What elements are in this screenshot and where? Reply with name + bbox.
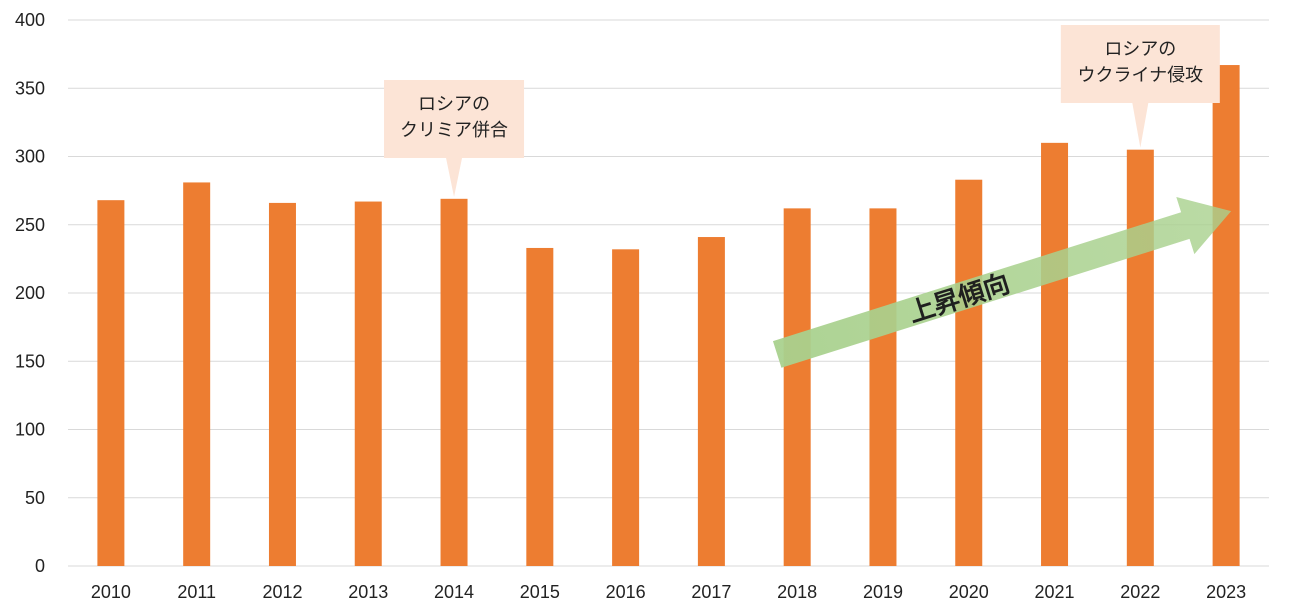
y-tick-label: 250 bbox=[15, 215, 45, 235]
bar bbox=[612, 249, 640, 566]
arrow-body bbox=[772, 196, 1232, 368]
callout-box bbox=[1060, 25, 1220, 148]
x-tick-label: 2015 bbox=[520, 582, 560, 602]
x-tick-label: 2014 bbox=[434, 582, 474, 602]
x-tick-label: 2012 bbox=[262, 582, 302, 602]
y-tick-label: 350 bbox=[15, 78, 45, 98]
bar bbox=[1041, 142, 1069, 566]
y-tick-label: 100 bbox=[15, 420, 45, 440]
callout-text: ロシアの bbox=[1104, 39, 1176, 60]
x-tick-label: 2019 bbox=[863, 582, 903, 602]
bar bbox=[869, 208, 897, 566]
bar bbox=[697, 237, 725, 566]
y-tick-label: 50 bbox=[25, 488, 45, 508]
bars bbox=[97, 65, 1240, 567]
x-tick-label: 2013 bbox=[348, 582, 388, 602]
x-tick-label: 2010 bbox=[91, 582, 131, 602]
x-tick-label: 2022 bbox=[1120, 582, 1160, 602]
x-tick-label: 2020 bbox=[949, 582, 989, 602]
callout-text: クリミア併合 bbox=[400, 120, 508, 141]
x-axis-ticks: 2010 2011 2012 2013 2014 2015 2016 2017 2018 2019… bbox=[91, 582, 1246, 602]
bar bbox=[783, 208, 811, 566]
y-tick-label: 200 bbox=[15, 283, 45, 303]
x-tick-label: 2023 bbox=[1206, 582, 1246, 602]
x-tick-label: 2016 bbox=[606, 582, 646, 602]
bar bbox=[1212, 65, 1240, 567]
x-tick-label: 2017 bbox=[691, 582, 731, 602]
y-tick-label: 150 bbox=[15, 351, 45, 371]
y-axis-ticks: 0 50 100 150 200 250 300 350 400 bbox=[15, 10, 45, 576]
bar bbox=[440, 198, 468, 566]
callout-text: ウクライナ侵攻 bbox=[1078, 65, 1204, 86]
y-tick-label: 0 bbox=[35, 556, 45, 576]
x-tick-label: 2021 bbox=[1035, 582, 1075, 602]
trend-arrow: 上昇傾向 bbox=[772, 196, 1232, 368]
y-tick-label: 300 bbox=[15, 147, 45, 167]
gridlines bbox=[68, 19, 1269, 567]
bar bbox=[354, 201, 382, 567]
bar bbox=[97, 200, 125, 566]
trend-arrow-shape: 上昇傾向 bbox=[772, 196, 1232, 368]
x-tick-label: 2018 bbox=[777, 582, 817, 602]
x-tick-label: 2011 bbox=[177, 582, 216, 602]
callout-text: ロシアの bbox=[418, 94, 490, 115]
bar bbox=[268, 202, 296, 566]
bar bbox=[955, 179, 983, 566]
y-tick-label: 400 bbox=[15, 10, 45, 30]
bar bbox=[183, 182, 211, 566]
bar bbox=[1126, 149, 1154, 567]
bar bbox=[526, 247, 554, 566]
callout-box bbox=[384, 80, 525, 197]
